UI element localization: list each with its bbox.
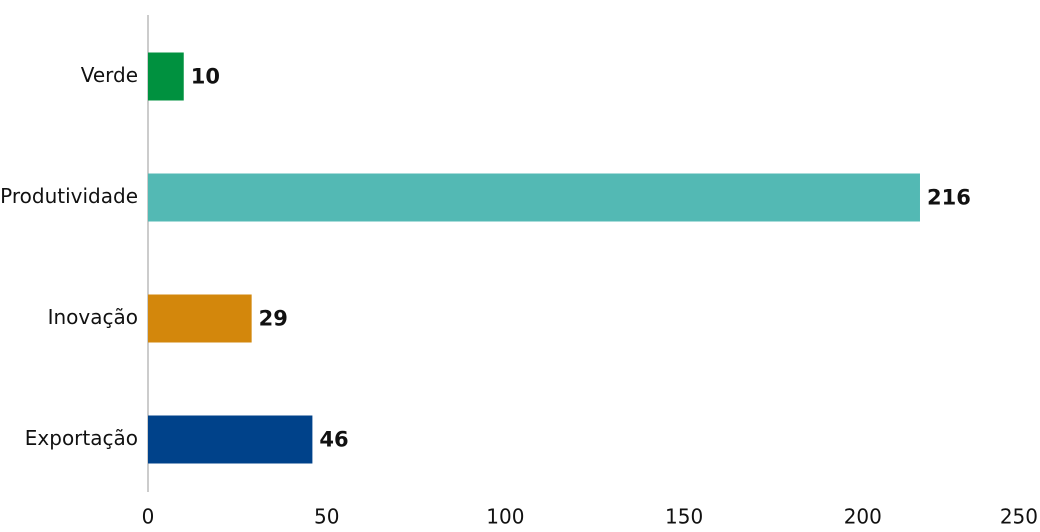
- bar: [148, 52, 184, 101]
- y-tick-label: Produtividade: [0, 184, 138, 208]
- bar: [148, 294, 252, 343]
- x-tick-label: 50: [314, 505, 339, 529]
- x-tick-label: 150: [665, 505, 703, 529]
- x-tick-label: 0: [142, 505, 155, 529]
- bar: [148, 415, 313, 464]
- x-tick-label: 100: [486, 505, 524, 529]
- bar: [148, 173, 920, 222]
- y-tick-label: Verde: [81, 63, 138, 87]
- y-tick-label: Inovação: [48, 305, 138, 329]
- value-label: 29: [259, 307, 288, 331]
- value-label: 10: [191, 65, 220, 89]
- value-label: 216: [927, 186, 971, 210]
- y-tick-label: Exportação: [25, 426, 138, 450]
- x-tick-label: 250: [1000, 505, 1038, 529]
- x-tick-label: 200: [844, 505, 882, 529]
- value-label: 46: [319, 428, 348, 452]
